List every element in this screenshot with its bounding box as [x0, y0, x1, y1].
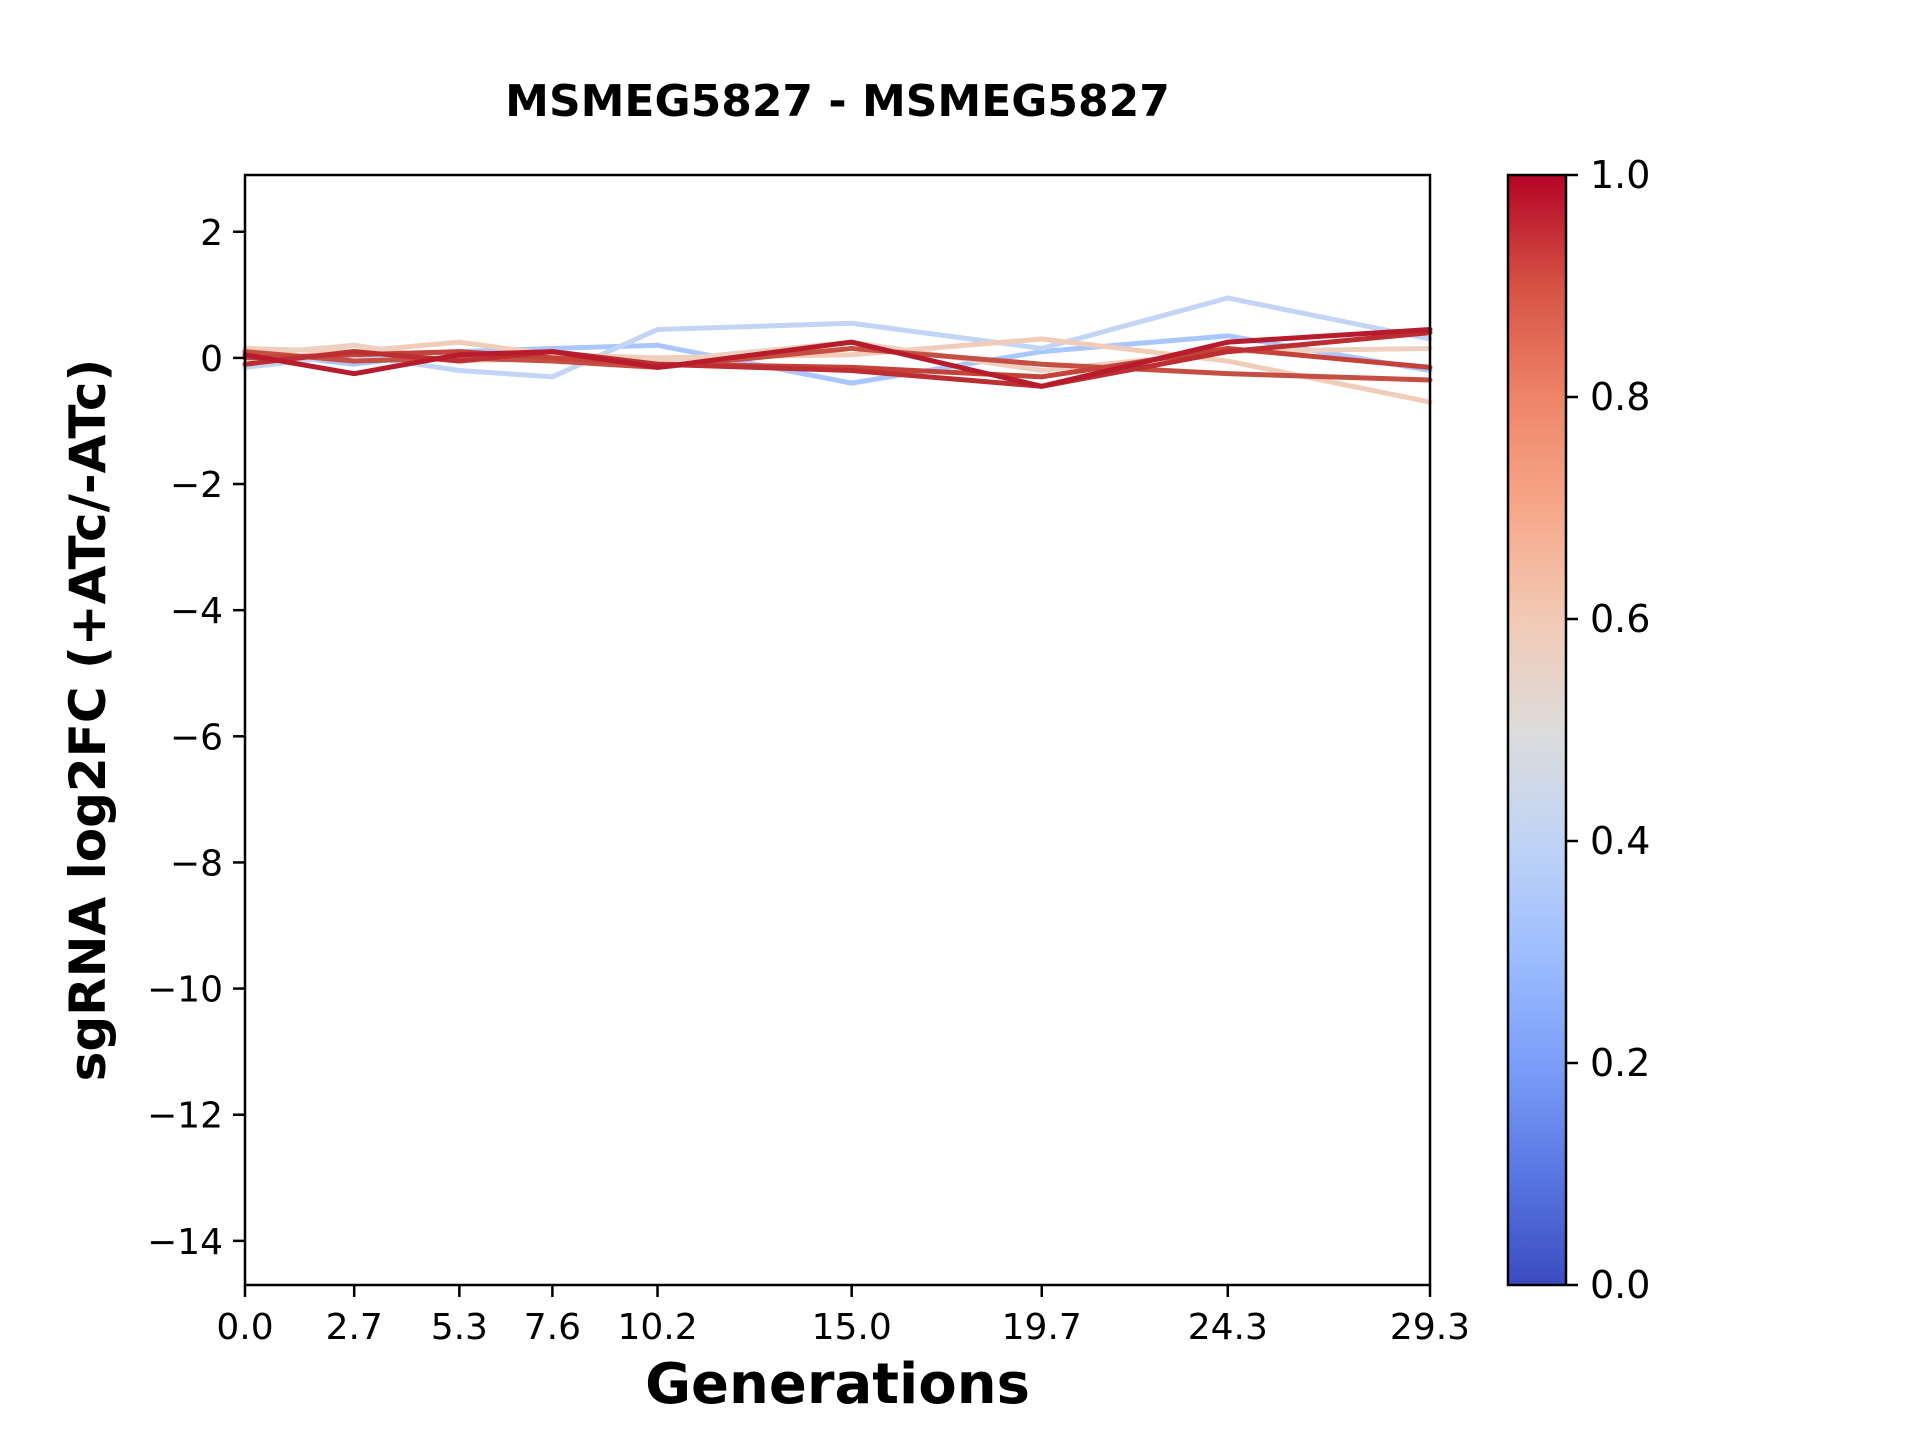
colorbar: [1506, 173, 1568, 1287]
x-tick-label: 7.6: [524, 1307, 581, 1348]
colorbar-tick-label: 0.6: [1590, 597, 1650, 641]
y-tick-label: −8: [170, 843, 223, 884]
y-axis-label: sgRNA log2FC (+ATc/-ATc): [59, 358, 117, 1082]
x-tick-label: 15.0: [812, 1307, 892, 1348]
series-line-8: [242, 327, 1433, 389]
y-tick-label: −6: [170, 717, 223, 758]
colorbar-tick-label: 1.0: [1590, 153, 1650, 197]
x-tick-label: 19.7: [1002, 1307, 1082, 1348]
colorbar-tick-label: 0.0: [1590, 1263, 1650, 1307]
x-tick-label: 10.2: [617, 1307, 697, 1348]
y-tick-label: 0: [200, 339, 223, 380]
y-tick-label: −12: [147, 1096, 223, 1137]
y-tick-label: −2: [170, 465, 223, 506]
x-tick-label: 29.3: [1390, 1307, 1470, 1348]
y-tick-label: 2: [200, 213, 223, 254]
y-tick-label: −10: [147, 970, 223, 1011]
chart-title: MSMEG5827 - MSMEG5827: [505, 76, 1170, 127]
x-axis-label: Generations: [645, 1352, 1030, 1417]
y-tick-label: −14: [147, 1222, 223, 1263]
series-line-7: [242, 330, 1433, 389]
y-tick-label: −4: [170, 591, 223, 632]
x-tick-label: 5.3: [431, 1307, 488, 1348]
x-tick-label: 0.0: [216, 1307, 273, 1348]
colorbar-tick-label: 0.8: [1590, 375, 1650, 419]
plot-frame: [243, 173, 1432, 1287]
x-tick-label: 24.3: [1188, 1307, 1268, 1348]
x-tick-label: 2.7: [326, 1307, 383, 1348]
colorbar-tick-label: 0.4: [1590, 819, 1650, 863]
colorbar-tick-label: 0.2: [1590, 1041, 1650, 1085]
